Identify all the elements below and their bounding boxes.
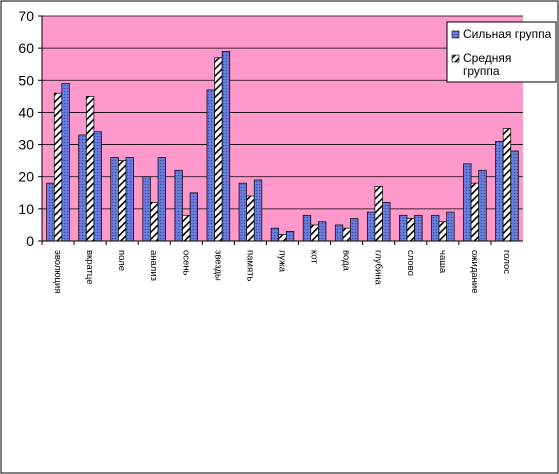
category-label: глубина	[373, 250, 384, 286]
bar-series-2-cat-8	[318, 221, 327, 242]
y-tick-label: 10	[18, 201, 34, 217]
bar-series-0-cat-2	[110, 157, 119, 242]
bar-series-0-cat-9	[334, 224, 344, 242]
bar-series-2-cat-0	[61, 83, 70, 242]
bar-series-0-cat-5	[206, 89, 215, 242]
legend-label-medium: Средняя группа	[463, 51, 515, 78]
bar-series-0-cat-3	[142, 176, 151, 242]
category-label: эволюция	[52, 250, 63, 293]
bar-series-1-cat-4	[182, 214, 191, 242]
bar-series-0-cat-1	[78, 134, 87, 242]
bar-series-1-cat-2	[118, 160, 127, 242]
category-label: вода	[341, 250, 352, 272]
bar-series-1-cat-13	[470, 182, 480, 242]
legend-box	[446, 21, 557, 83]
x-axis-labels: эволюция вкратце поле анализ осень звезды памя…	[52, 250, 512, 294]
bar-series-1-cat-3	[150, 202, 159, 242]
legend: Сильная группа Средняя группа	[446, 21, 557, 83]
bar-series-0-cat-4	[174, 169, 183, 242]
bar-series-0-cat-13	[463, 163, 472, 242]
bar-series-0-cat-14	[495, 141, 504, 242]
bar-series-2-cat-5	[221, 51, 231, 242]
y-axis: 0 10 20 30 40 50 60 70	[18, 8, 42, 249]
category-label: поле	[116, 250, 127, 271]
category-label: лужа	[277, 250, 288, 273]
y-tick-label: 60	[18, 40, 34, 56]
y-tick-label: 50	[18, 72, 34, 88]
category-label: анализ	[148, 250, 159, 281]
y-tick-label: 20	[18, 169, 34, 185]
y-tick-label: 30	[18, 137, 34, 153]
bar-series-2-cat-12	[446, 211, 455, 242]
bar-series-0-cat-0	[46, 182, 55, 242]
bar-series-2-cat-10	[382, 202, 391, 242]
category-label: слово	[405, 250, 416, 276]
bar-series-0-cat-11	[399, 214, 408, 242]
bar-series-2-cat-3	[157, 157, 166, 242]
category-label: память	[244, 250, 255, 281]
bar-series-2-cat-11	[414, 214, 423, 242]
bar-series-2-cat-7	[285, 231, 295, 242]
bar-series-1-cat-8	[310, 224, 319, 242]
bar-series-2-cat-1	[93, 131, 102, 242]
legend-label-strong: Сильная группа	[463, 27, 552, 41]
bar-series-2-cat-14	[510, 150, 519, 242]
bar-series-1-cat-1	[85, 96, 95, 242]
bar-series-2-cat-9	[350, 218, 359, 242]
bar-series-1-cat-9	[342, 227, 351, 242]
y-tick-label: 40	[18, 104, 34, 120]
bar-series-1-cat-6	[246, 195, 255, 242]
bar-series-1-cat-12	[438, 221, 447, 242]
y-tick-label: 70	[18, 8, 34, 24]
bar-series-2-cat-2	[125, 157, 134, 242]
category-label: звезды	[212, 250, 223, 281]
bar-series-1-cat-11	[406, 218, 415, 242]
y-tick-label: 0	[26, 233, 34, 249]
bar-series-1-cat-7	[278, 234, 287, 242]
bar-series-1-cat-10	[374, 186, 383, 242]
category-label: вкратце	[84, 250, 95, 285]
bar-series-2-cat-13	[478, 169, 487, 242]
legend-swatch-medium	[451, 54, 460, 63]
bar-series-1-cat-0	[53, 92, 63, 242]
category-label: кот	[309, 250, 320, 264]
bar-series-1-cat-14	[502, 128, 512, 242]
bar-series-2-cat-4	[189, 192, 199, 242]
bar-series-0-cat-10	[366, 211, 376, 242]
category-label: ожидание	[469, 250, 480, 294]
category-label: чаша	[437, 250, 448, 274]
category-label: голос	[501, 250, 512, 274]
bar-series-1-cat-5	[214, 57, 223, 242]
legend-swatch-strong	[451, 30, 460, 39]
bar-series-2-cat-6	[253, 179, 263, 242]
category-label: осень	[180, 250, 191, 276]
bar-series-0-cat-6	[238, 182, 247, 242]
bar-series-0-cat-8	[302, 214, 312, 242]
bar-series-0-cat-7	[270, 227, 280, 242]
bar-series-0-cat-12	[431, 214, 440, 242]
